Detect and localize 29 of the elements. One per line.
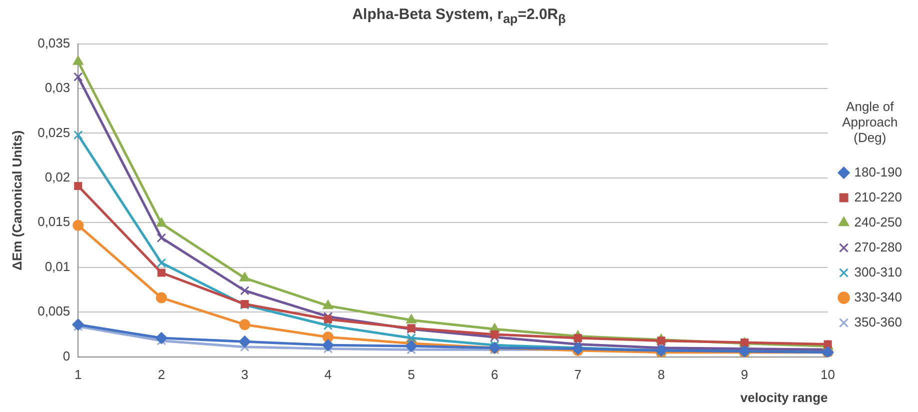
- legend-label: 180-190: [854, 164, 902, 180]
- legend-label: 270-280: [854, 239, 902, 254]
- legend-label: 300-310: [854, 264, 902, 280]
- x-tick-label: 6: [490, 367, 498, 382]
- x-tick-label: 1: [74, 367, 82, 382]
- legend-label: 350-360: [854, 314, 902, 330]
- y-tick-label: 0,01: [44, 258, 70, 274]
- y-tick-label: 0,02: [44, 170, 70, 185]
- y-tick-label: 0,005: [38, 304, 70, 319]
- chart-title: Alpha-Beta System, r$_{ap}$=2.0R$_{β}$: [351, 6, 567, 26]
- x-axis-title: velocity range: [740, 390, 828, 405]
- x-tick-label: 9: [740, 367, 748, 382]
- y-axis-title: ΔEm (Canonical Units): [9, 130, 24, 270]
- x-tick-label: 7: [574, 367, 582, 382]
- x-tick-label: 10: [820, 367, 836, 382]
- y-tick-label: 0,035: [38, 35, 70, 50]
- legend-title: Angle of Approach (Deg): [842, 98, 898, 145]
- x-tick-label: 2: [158, 367, 166, 382]
- y-tick-label: 0,03: [44, 80, 70, 96]
- x-tick-label: 8: [658, 367, 665, 382]
- y-tick-label: 0,025: [38, 124, 70, 140]
- legend-label: 210-220: [854, 189, 902, 204]
- y-tick-label: 0: [62, 348, 70, 364]
- legend-label: 240-250: [854, 214, 902, 230]
- legend-label: 330-340: [854, 289, 902, 304]
- x-tick-label: 3: [241, 367, 248, 382]
- y-tick-label: 0,015: [38, 214, 70, 230]
- x-tick-label: 5: [408, 367, 415, 382]
- x-tick-label: 4: [324, 367, 332, 382]
